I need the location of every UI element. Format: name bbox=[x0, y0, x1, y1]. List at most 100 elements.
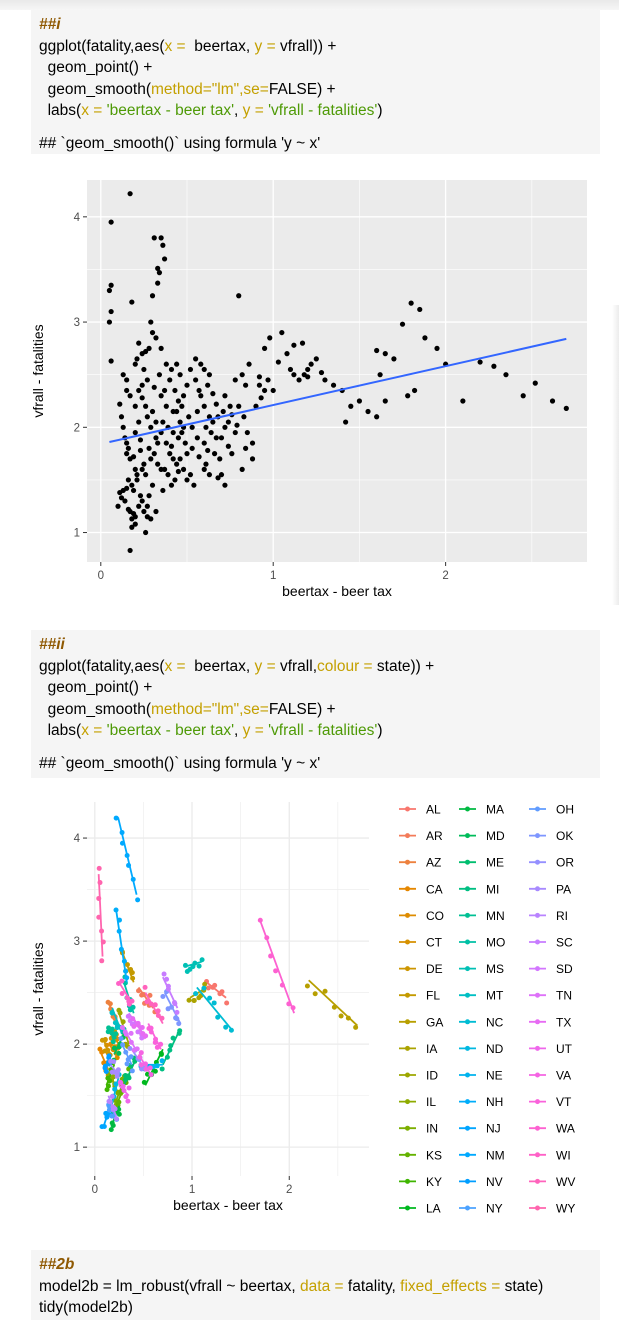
data-point bbox=[304, 983, 310, 989]
legend-label: SD bbox=[556, 962, 573, 976]
legend-item: OK bbox=[529, 829, 573, 843]
legend-label: NE bbox=[486, 1069, 503, 1083]
data-point bbox=[152, 1068, 158, 1074]
data-point bbox=[135, 897, 141, 903]
data-point bbox=[202, 981, 208, 987]
data-point bbox=[159, 1058, 165, 1064]
data-point bbox=[132, 521, 138, 527]
legend-label: PA bbox=[556, 882, 571, 896]
code-token: method="lm",se= bbox=[151, 80, 269, 98]
data-point bbox=[224, 1000, 230, 1006]
data-point bbox=[165, 472, 171, 478]
data-point bbox=[213, 435, 219, 441]
data-point bbox=[210, 419, 216, 425]
legend-key-dot bbox=[405, 992, 410, 998]
data-point bbox=[374, 347, 380, 354]
code-token: , bbox=[234, 102, 243, 119]
legend-item: CA bbox=[399, 882, 443, 896]
legend-label: IA bbox=[426, 1042, 437, 1056]
legend-item: TN bbox=[529, 989, 572, 1003]
data-point bbox=[222, 424, 228, 430]
legend-label: DE bbox=[426, 962, 443, 976]
data-point bbox=[156, 372, 163, 378]
data-point bbox=[110, 1039, 116, 1045]
legend-key-dot bbox=[535, 912, 540, 918]
y-tick-label: 2 bbox=[74, 422, 80, 434]
regression-line bbox=[111, 1007, 123, 1035]
data-point bbox=[149, 482, 156, 488]
data-point bbox=[241, 414, 247, 420]
legend-item: WY bbox=[529, 1202, 575, 1216]
data-point bbox=[116, 1111, 122, 1117]
legend-label: TN bbox=[556, 989, 572, 1003]
data-point bbox=[253, 403, 259, 409]
data-point bbox=[198, 361, 204, 367]
data-point bbox=[532, 380, 538, 386]
code-lines: ggplot(fatality,aes(x = beertax, y = vfr… bbox=[39, 36, 600, 122]
legend-label: CT bbox=[426, 936, 443, 950]
data-point bbox=[161, 387, 168, 394]
data-point bbox=[201, 985, 207, 991]
data-point bbox=[144, 377, 150, 383]
data-point bbox=[117, 489, 123, 496]
data-point bbox=[374, 414, 380, 420]
data-point bbox=[193, 377, 199, 383]
code-token: , bbox=[234, 722, 243, 739]
code-token: x = bbox=[81, 102, 107, 119]
data-point bbox=[205, 985, 211, 991]
regression-line bbox=[97, 874, 104, 957]
data-point bbox=[201, 366, 207, 373]
x-axis-title: beertax - beer tax bbox=[282, 583, 392, 599]
legend-label: CA bbox=[426, 882, 443, 896]
data-point bbox=[158, 393, 164, 399]
regression-line bbox=[107, 1095, 118, 1117]
data-point bbox=[179, 403, 185, 409]
data-point bbox=[155, 440, 161, 446]
data-point bbox=[129, 1068, 135, 1074]
data-point bbox=[144, 414, 150, 420]
data-point bbox=[148, 424, 154, 430]
data-point bbox=[106, 287, 113, 294]
data-point bbox=[193, 991, 199, 997]
legend-item: AL bbox=[399, 803, 441, 817]
data-point bbox=[106, 1053, 112, 1059]
data-point bbox=[160, 242, 166, 248]
code-token: 'beertax - beer tax' bbox=[106, 102, 235, 119]
data-point bbox=[156, 270, 163, 276]
code-token: FALSE) + bbox=[268, 700, 336, 718]
data-point bbox=[422, 335, 428, 341]
code-token: FALSE) + bbox=[268, 80, 336, 98]
data-point bbox=[180, 466, 187, 472]
data-point bbox=[193, 356, 199, 362]
regression-line bbox=[107, 1028, 117, 1040]
data-point bbox=[146, 345, 152, 351]
series-sc bbox=[161, 971, 180, 1015]
data-point bbox=[117, 1079, 123, 1085]
data-point bbox=[234, 422, 240, 428]
legend-label: WV bbox=[556, 1175, 575, 1189]
legend-item: ME bbox=[459, 856, 504, 870]
data-point bbox=[189, 445, 195, 451]
data-point bbox=[256, 382, 263, 388]
code-token: state) bbox=[504, 1277, 544, 1295]
data-point bbox=[434, 345, 440, 351]
data-point bbox=[137, 447, 144, 454]
data-point bbox=[184, 451, 190, 457]
data-point bbox=[217, 456, 223, 462]
data-point bbox=[203, 461, 209, 467]
data-point bbox=[305, 374, 311, 380]
data-point bbox=[139, 382, 145, 388]
data-point bbox=[124, 387, 130, 394]
legend-item: NE bbox=[459, 1069, 503, 1083]
data-point bbox=[96, 865, 102, 871]
legend-key-dot bbox=[405, 1072, 410, 1078]
data-point bbox=[119, 991, 125, 997]
data-point bbox=[205, 447, 211, 454]
scrollbar-shadow bbox=[612, 305, 619, 605]
data-point bbox=[151, 451, 157, 457]
legend-item: DE bbox=[399, 962, 443, 976]
data-point bbox=[211, 451, 218, 457]
code-token: ) bbox=[377, 722, 383, 739]
legend-key-dot bbox=[465, 1099, 470, 1105]
data-point bbox=[108, 219, 114, 225]
